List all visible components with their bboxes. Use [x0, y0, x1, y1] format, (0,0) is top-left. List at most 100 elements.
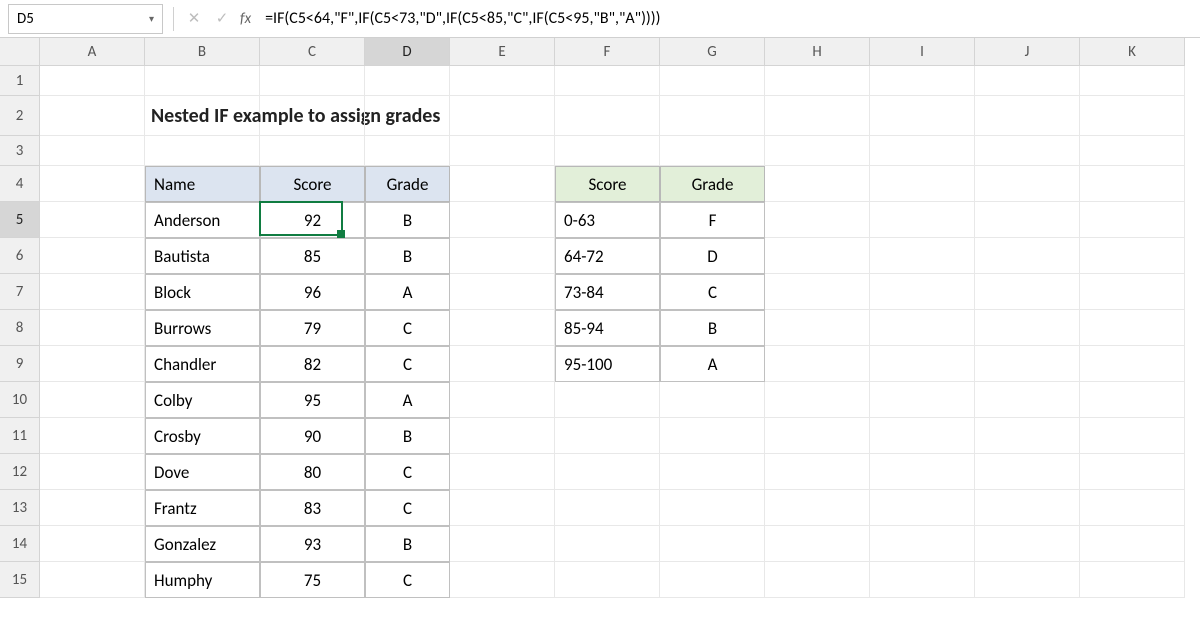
cell-C9[interactable]: 82 [260, 346, 365, 382]
cell-F4[interactable]: Score [555, 166, 660, 202]
cell-H1[interactable] [765, 66, 870, 96]
cell-C14[interactable]: 93 [260, 526, 365, 562]
cell-D14[interactable]: B [365, 526, 450, 562]
cell-K9[interactable] [1080, 346, 1185, 382]
cell-K13[interactable] [1080, 490, 1185, 526]
cell-K2[interactable] [1080, 96, 1185, 136]
cell-E9[interactable] [450, 346, 555, 382]
cell-B4[interactable]: Name [145, 166, 260, 202]
cell-G8[interactable]: B [660, 310, 765, 346]
cell-J15[interactable] [975, 562, 1080, 598]
cell-D6[interactable]: B [365, 238, 450, 274]
cell-I11[interactable] [870, 418, 975, 454]
cell-C4[interactable]: Score [260, 166, 365, 202]
cell-G11[interactable] [660, 418, 765, 454]
cell-G2[interactable] [660, 96, 765, 136]
col-header-D[interactable]: D [365, 38, 450, 66]
cell-B10[interactable]: Colby [145, 382, 260, 418]
cell-A1[interactable] [40, 66, 145, 96]
cell-F12[interactable] [555, 454, 660, 490]
cell-F8[interactable]: 85-94 [555, 310, 660, 346]
cell-E1[interactable] [450, 66, 555, 96]
cell-K7[interactable] [1080, 274, 1185, 310]
cell-K4[interactable] [1080, 166, 1185, 202]
cell-J11[interactable] [975, 418, 1080, 454]
cell-E2[interactable] [450, 96, 555, 136]
row-header-3[interactable]: 3 [0, 136, 40, 166]
cell-B2[interactable]: Nested IF example to assign grades [145, 96, 260, 136]
cell-G6[interactable]: D [660, 238, 765, 274]
cell-F6[interactable]: 64-72 [555, 238, 660, 274]
row-header-9[interactable]: 9 [0, 346, 40, 382]
cell-H13[interactable] [765, 490, 870, 526]
cell-H4[interactable] [765, 166, 870, 202]
cell-E10[interactable] [450, 382, 555, 418]
cell-A6[interactable] [40, 238, 145, 274]
cell-A7[interactable] [40, 274, 145, 310]
cell-F9[interactable]: 95-100 [555, 346, 660, 382]
cell-A14[interactable] [40, 526, 145, 562]
cell-F5[interactable]: 0-63 [555, 202, 660, 238]
cell-C8[interactable]: 79 [260, 310, 365, 346]
cell-E12[interactable] [450, 454, 555, 490]
cell-C12[interactable]: 80 [260, 454, 365, 490]
cell-H12[interactable] [765, 454, 870, 490]
cell-A4[interactable] [40, 166, 145, 202]
cell-F2[interactable] [555, 96, 660, 136]
cell-G14[interactable] [660, 526, 765, 562]
row-header-14[interactable]: 14 [0, 526, 40, 562]
cell-E6[interactable] [450, 238, 555, 274]
fx-icon[interactable]: fx [240, 10, 251, 28]
cell-H11[interactable] [765, 418, 870, 454]
cell-J5[interactable] [975, 202, 1080, 238]
cell-K6[interactable] [1080, 238, 1185, 274]
cell-F3[interactable] [555, 136, 660, 166]
cell-I15[interactable] [870, 562, 975, 598]
cell-K15[interactable] [1080, 562, 1185, 598]
cell-C3[interactable] [260, 136, 365, 166]
cell-G1[interactable] [660, 66, 765, 96]
cell-C11[interactable]: 90 [260, 418, 365, 454]
cell-H10[interactable] [765, 382, 870, 418]
cell-H15[interactable] [765, 562, 870, 598]
cell-B3[interactable] [145, 136, 260, 166]
cell-G7[interactable]: C [660, 274, 765, 310]
col-header-J[interactable]: J [975, 38, 1080, 66]
row-header-11[interactable]: 11 [0, 418, 40, 454]
cell-D13[interactable]: C [365, 490, 450, 526]
row-header-4[interactable]: 4 [0, 166, 40, 202]
cell-D5[interactable]: B [365, 202, 450, 238]
cell-F13[interactable] [555, 490, 660, 526]
cell-J3[interactable] [975, 136, 1080, 166]
cell-F15[interactable] [555, 562, 660, 598]
cell-B12[interactable]: Dove [145, 454, 260, 490]
cell-G4[interactable]: Grade [660, 166, 765, 202]
col-header-H[interactable]: H [765, 38, 870, 66]
cell-K10[interactable] [1080, 382, 1185, 418]
cell-A15[interactable] [40, 562, 145, 598]
cell-I2[interactable] [870, 96, 975, 136]
cell-E7[interactable] [450, 274, 555, 310]
cell-G15[interactable] [660, 562, 765, 598]
col-header-A[interactable]: A [40, 38, 145, 66]
cell-I8[interactable] [870, 310, 975, 346]
cell-J9[interactable] [975, 346, 1080, 382]
row-header-10[interactable]: 10 [0, 382, 40, 418]
cell-H5[interactable] [765, 202, 870, 238]
row-header-5[interactable]: 5 [0, 202, 40, 238]
cell-E5[interactable] [450, 202, 555, 238]
row-header-12[interactable]: 12 [0, 454, 40, 490]
cell-J1[interactable] [975, 66, 1080, 96]
cell-H3[interactable] [765, 136, 870, 166]
cell-A13[interactable] [40, 490, 145, 526]
cell-H14[interactable] [765, 526, 870, 562]
cell-B9[interactable]: Chandler [145, 346, 260, 382]
cell-B11[interactable]: Crosby [145, 418, 260, 454]
cell-E8[interactable] [450, 310, 555, 346]
cell-I6[interactable] [870, 238, 975, 274]
cell-D1[interactable] [365, 66, 450, 96]
cell-G3[interactable] [660, 136, 765, 166]
cell-H9[interactable] [765, 346, 870, 382]
cell-B1[interactable] [145, 66, 260, 96]
cell-E14[interactable] [450, 526, 555, 562]
